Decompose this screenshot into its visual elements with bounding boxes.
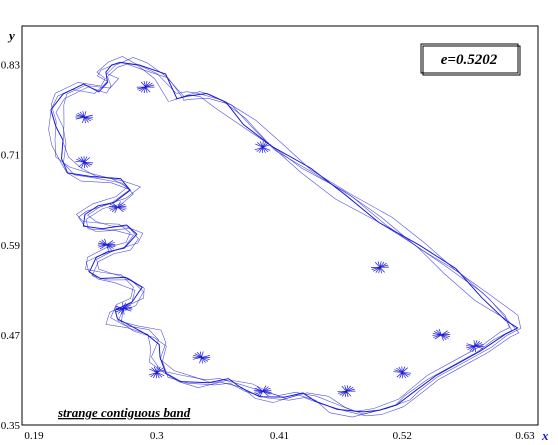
band-hatch — [259, 385, 267, 397]
x-axis-label: x — [541, 428, 549, 443]
y-axis-ticks: 0.35 0.47 0.59 0.71 0.83 — [1, 60, 21, 432]
band-hatch — [149, 368, 165, 377]
band-hatch — [75, 160, 94, 164]
y-axis-label: y — [7, 28, 15, 43]
band-caption: strange contiguous band — [57, 405, 191, 420]
band-hatch — [341, 385, 352, 397]
attractor-curve — [50, 61, 519, 413]
band-hatch — [122, 302, 125, 315]
band-hatch — [255, 143, 271, 151]
band-hatch — [140, 81, 151, 93]
attractor-strand — [48, 62, 513, 418]
x-tick-label: 0.19 — [24, 430, 44, 442]
x-tick-label: 0.63 — [515, 430, 535, 442]
band-hatch — [99, 240, 114, 250]
y-tick-label: 0.71 — [1, 150, 20, 162]
band-hatch — [393, 371, 412, 374]
x-tick-label: 0.41 — [270, 430, 289, 442]
band-hatch — [192, 355, 210, 360]
band-hatch — [434, 330, 448, 340]
band-hatch — [374, 261, 385, 273]
attractor-strand — [62, 57, 522, 415]
x-axis-ticks: 0.19 0.3 0.41 0.52 0.63 — [24, 430, 535, 442]
attractor-strand — [55, 63, 520, 417]
plot-frame — [21, 25, 539, 426]
parameter-box — [420, 43, 519, 74]
x-tick-label: 0.52 — [393, 430, 412, 442]
y-tick-label: 0.83 — [1, 60, 21, 72]
parameter-label: e=0.5202 — [441, 52, 498, 68]
parameter-box-shadow — [422, 45, 521, 76]
band-hatch — [473, 340, 477, 353]
y-tick-label: 0.59 — [1, 240, 21, 252]
attractor-strand — [50, 56, 510, 412]
band-hatch — [75, 114, 93, 120]
y-tick-label: 0.35 — [1, 420, 21, 432]
x-tick-label: 0.3 — [150, 430, 164, 442]
attractor-band — [48, 56, 522, 418]
band-hatch — [114, 201, 121, 214]
y-tick-label: 0.47 — [1, 330, 21, 342]
